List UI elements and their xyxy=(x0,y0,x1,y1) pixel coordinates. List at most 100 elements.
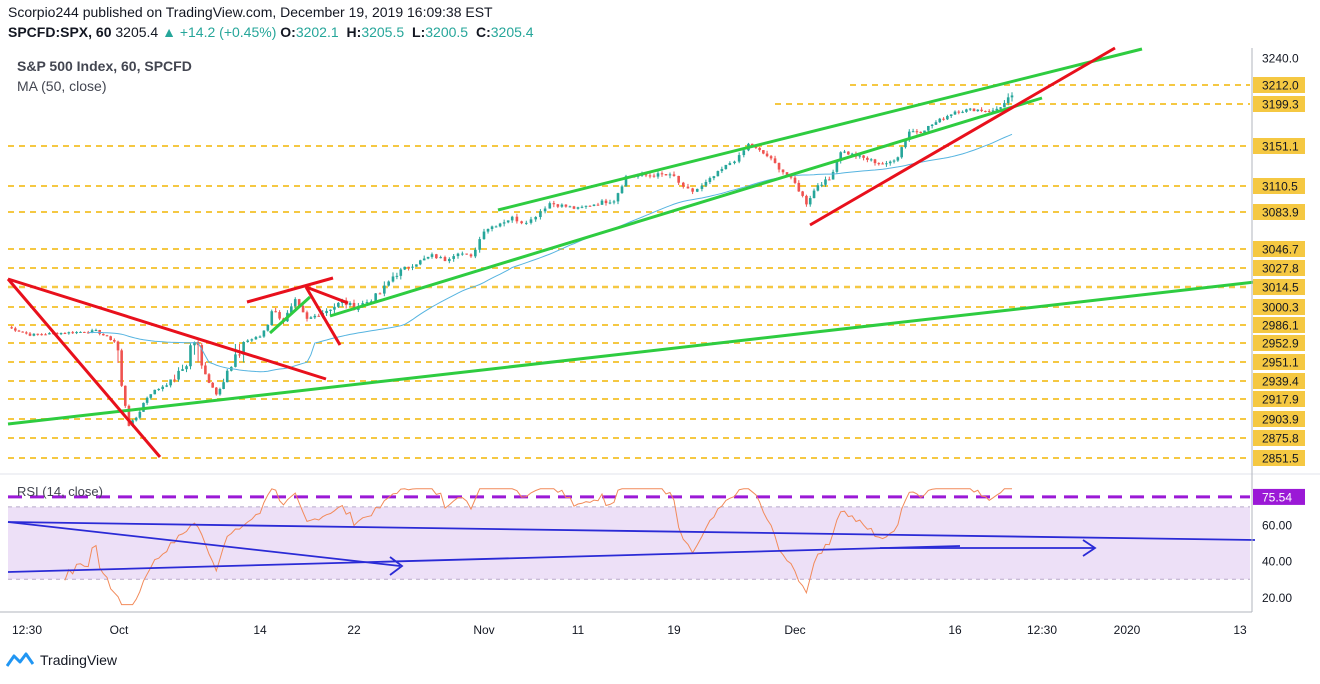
rsi-value-label: 75.54 xyxy=(1262,490,1292,504)
rsi-axis-label: 60.00 xyxy=(1262,519,1292,533)
arrow-right-icon xyxy=(1082,539,1097,557)
candle xyxy=(10,327,13,329)
candle xyxy=(254,337,258,340)
candle xyxy=(149,394,153,398)
candle xyxy=(869,159,873,161)
price-tag xyxy=(1253,96,1305,112)
rsi-value-tag xyxy=(1253,488,1305,505)
candle xyxy=(672,174,676,176)
candle xyxy=(862,155,865,158)
candle xyxy=(797,182,801,192)
candle xyxy=(439,257,442,259)
candle xyxy=(94,329,98,331)
candle xyxy=(785,172,789,176)
candle xyxy=(32,333,36,336)
symbol-quote-line: SPCFD:SPX, 60 3205.4 ▲ +14.2 (+0.45%) O:… xyxy=(8,24,538,40)
tradingview-logo-icon xyxy=(6,652,34,667)
candle xyxy=(704,181,708,186)
ma-legend: MA (50, close) xyxy=(17,78,107,94)
candle xyxy=(720,169,724,172)
candle xyxy=(157,388,161,390)
trendline-red xyxy=(304,286,342,346)
price-axis-label: 2952.9 xyxy=(1262,337,1299,351)
candle xyxy=(270,311,274,326)
price-chart[interactable]: 3240.0 3212.0 3199.3 3151.1 3110.5 3083.9 3046… xyxy=(0,44,1320,650)
trendline-red xyxy=(809,46,1116,227)
candle xyxy=(896,157,900,161)
candle xyxy=(765,153,769,157)
candle xyxy=(246,340,250,342)
candle xyxy=(28,333,32,336)
candle xyxy=(515,216,519,222)
price-axis-label: 2951.1 xyxy=(1262,356,1299,370)
candle xyxy=(55,333,59,335)
candle xyxy=(835,160,839,172)
candle xyxy=(189,345,192,367)
candle xyxy=(177,370,180,380)
candle xyxy=(927,125,930,131)
candle xyxy=(161,386,164,389)
candle xyxy=(502,222,506,224)
candle xyxy=(411,266,414,268)
ohlc-high-key: H: xyxy=(346,24,362,40)
candle xyxy=(900,147,903,158)
candle xyxy=(238,354,241,356)
price-axis-label: 3240.0 xyxy=(1262,52,1299,66)
candle xyxy=(716,171,720,177)
footer-brand[interactable]: TradingView xyxy=(6,652,117,668)
candle xyxy=(991,110,995,112)
candle xyxy=(207,374,211,383)
ohlc-open-key: O: xyxy=(280,24,296,40)
candle xyxy=(816,185,820,191)
candle xyxy=(395,275,399,277)
candle xyxy=(71,332,75,334)
rsi-trendline xyxy=(7,545,961,573)
candle xyxy=(222,382,225,389)
candle xyxy=(169,379,172,386)
candle xyxy=(942,118,945,120)
trendline-green xyxy=(7,280,1256,426)
candle xyxy=(225,370,229,383)
candle xyxy=(737,155,741,162)
ohlc-close-value: 3205.4 xyxy=(490,24,534,40)
candle xyxy=(548,203,552,209)
price-tag xyxy=(1253,317,1305,333)
candle xyxy=(539,211,542,218)
candle xyxy=(403,266,406,270)
candle xyxy=(556,204,560,207)
candle xyxy=(419,260,422,265)
candle xyxy=(781,169,785,173)
candle xyxy=(14,328,17,331)
price-axis-label: 3110.5 xyxy=(1262,180,1298,194)
candle xyxy=(301,305,305,313)
candle xyxy=(415,264,418,267)
candle xyxy=(290,306,293,313)
candle xyxy=(596,204,600,206)
rsi-axis-label: 40.00 xyxy=(1262,555,1292,569)
candle xyxy=(682,182,685,187)
candle xyxy=(116,341,120,351)
candle xyxy=(568,206,572,208)
price-axis-label: 3014.5 xyxy=(1262,281,1299,295)
candle xyxy=(656,173,660,177)
candle xyxy=(805,195,808,205)
candle xyxy=(843,151,846,153)
candle xyxy=(448,258,451,262)
price-axis-label: 3212.0 xyxy=(1262,79,1299,93)
candle xyxy=(995,108,999,111)
candle xyxy=(930,124,934,126)
candle xyxy=(773,158,777,163)
candle xyxy=(498,223,502,227)
candle xyxy=(564,204,568,207)
candle xyxy=(831,171,835,180)
candle xyxy=(153,389,157,395)
candle xyxy=(378,293,382,295)
rsi-trendline xyxy=(7,521,1256,541)
trendline-green xyxy=(497,47,1143,212)
candle xyxy=(75,332,78,334)
candle xyxy=(793,177,797,183)
candle xyxy=(820,184,823,186)
candle xyxy=(827,179,831,181)
candle xyxy=(560,204,564,207)
candle xyxy=(17,330,21,332)
